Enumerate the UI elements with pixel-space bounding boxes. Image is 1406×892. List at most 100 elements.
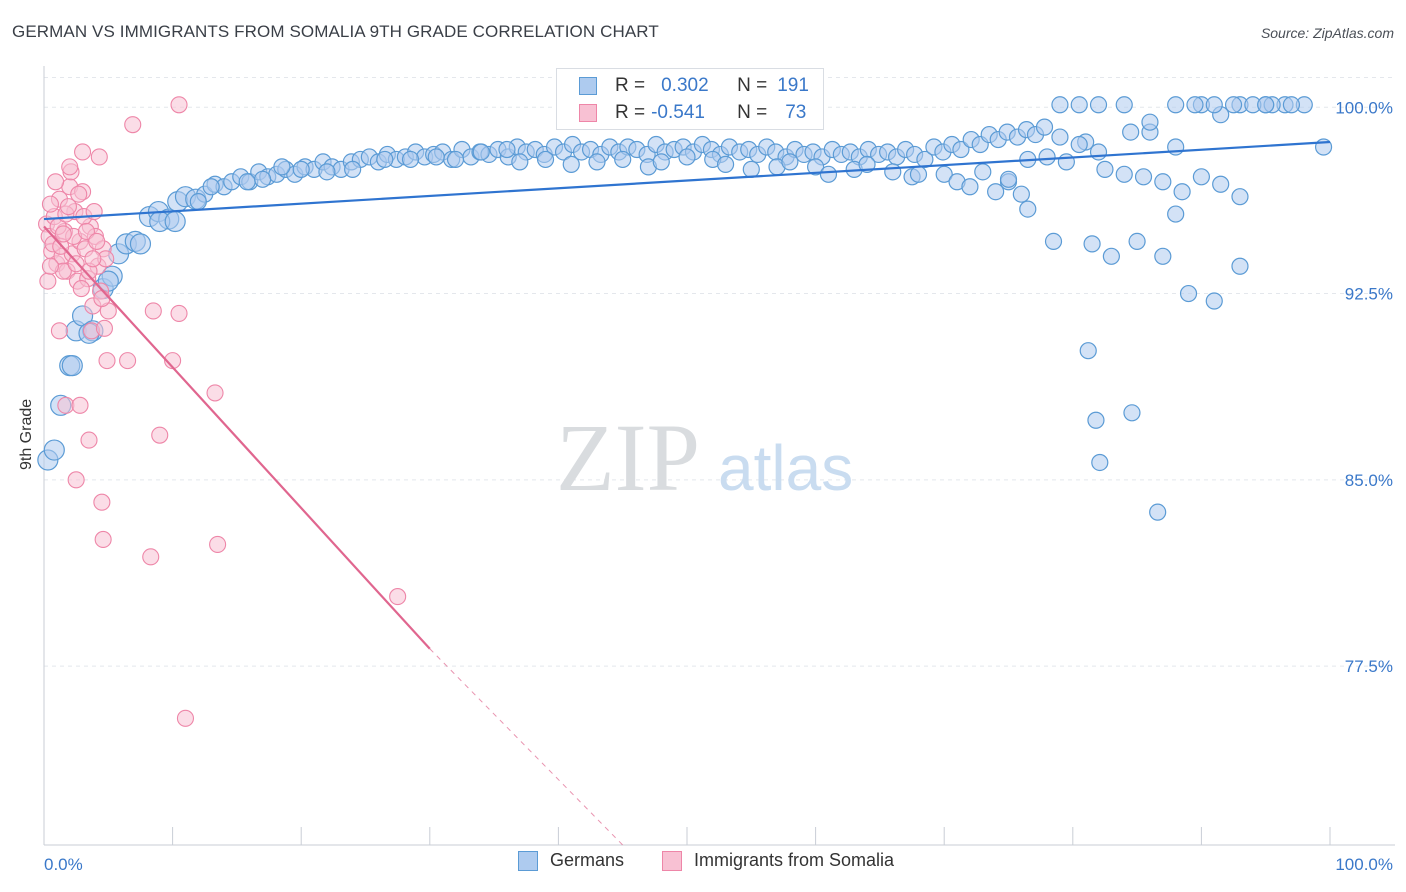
germans-point: [498, 140, 516, 159]
germans-point: [1231, 257, 1249, 275]
somalia-trend-line: [43, 225, 431, 650]
legend-item-germans[interactable]: Germans: [518, 850, 624, 871]
germans-point: [999, 170, 1018, 188]
germans-point: [1091, 453, 1109, 472]
somalia-point: [41, 257, 59, 275]
somalia-point: [67, 255, 85, 273]
n-value: 191: [777, 75, 809, 96]
somalia-point: [61, 158, 79, 176]
germans-point: [974, 163, 992, 181]
germans-point: [1115, 165, 1133, 183]
germans-point: [1141, 113, 1159, 131]
germans-point: [1051, 96, 1069, 114]
germans-point: [1231, 188, 1249, 206]
somalia-point: [176, 709, 195, 727]
somalia-point: [151, 426, 169, 444]
somalia-point: [119, 352, 137, 370]
legend-item-somalia[interactable]: Immigrants from Somalia: [662, 850, 894, 871]
germans-point: [742, 160, 760, 178]
germans-point: [1051, 128, 1069, 146]
germans-point: [1123, 404, 1141, 422]
somalia-point: [74, 143, 92, 161]
germans-point: [164, 210, 186, 233]
germans-point: [987, 183, 1005, 201]
germans-point: [819, 165, 838, 183]
germans-point: [238, 173, 256, 191]
somalia-point: [95, 319, 113, 337]
somalia-point: [93, 289, 111, 308]
somalia-point: [50, 322, 68, 340]
somalia-point: [389, 588, 407, 606]
germans-point: [43, 439, 65, 461]
y-tick-labels: 100.0% 92.5% 85.0% 77.5%: [1335, 98, 1393, 676]
germans-point: [588, 153, 606, 171]
germans-legend-swatch: [518, 850, 538, 871]
y-axis-label: 9th Grade: [18, 398, 35, 470]
germans-point: [427, 148, 445, 166]
germans-point: [952, 140, 970, 159]
somalia-point: [70, 185, 88, 203]
germans-point: [1224, 96, 1243, 114]
y-tick-label: 77.5%: [1345, 657, 1393, 676]
x-tick-label-min: 0.0%: [44, 855, 83, 874]
somalia-point: [170, 96, 188, 114]
y-tick-label: 100.0%: [1335, 98, 1393, 117]
germans-point: [716, 155, 735, 173]
somalia-point: [142, 548, 160, 566]
somalia-point: [71, 396, 89, 414]
germans-point: [1057, 153, 1075, 171]
somalia-point: [59, 198, 77, 216]
somalia-point: [41, 195, 59, 213]
germans-point: [1205, 292, 1223, 310]
germans-point: [536, 150, 555, 169]
n-value: 73: [785, 102, 807, 123]
germans-point: [678, 148, 696, 166]
germans-point: [1019, 200, 1037, 218]
somalia-point: [39, 272, 57, 290]
germans-point: [1070, 135, 1088, 154]
n-key: N =: [737, 102, 768, 123]
somalia-point: [54, 225, 72, 243]
germans-swatch: [579, 77, 597, 95]
somalia-point: [93, 493, 111, 511]
germans-point: [1167, 96, 1185, 114]
r-value: 0.302: [661, 75, 709, 96]
germans-point: [1173, 183, 1191, 201]
germans-point: [1102, 247, 1120, 265]
germans-point: [1083, 235, 1101, 253]
somalia-trend-extension: [429, 648, 624, 846]
germans-point: [1282, 96, 1301, 114]
r-key: R =: [615, 102, 646, 123]
stats-row-somalia: R = -0.541 N = 73: [579, 101, 806, 125]
x-tick-label-max: 100.0%: [1335, 855, 1393, 874]
somalia-point: [94, 530, 112, 549]
germans-point: [1012, 185, 1030, 203]
germans-point: [1096, 160, 1114, 178]
x-tick-labels: 0.0% 100.0%: [44, 855, 1393, 874]
germans-trend-line: [43, 140, 1331, 221]
germans-point: [61, 354, 83, 377]
somalia-point: [80, 431, 98, 449]
germans-point: [884, 163, 902, 181]
germans-point: [909, 165, 928, 183]
somalia-point: [88, 232, 106, 250]
chart-title: GERMAN VS IMMIGRANTS FROM SOMALIA 9TH GR…: [12, 22, 659, 41]
germans-point: [1128, 232, 1146, 250]
germans-point: [1134, 168, 1153, 186]
somalia-point: [90, 148, 108, 166]
germans-point: [1089, 96, 1108, 114]
somalia-point: [144, 302, 162, 320]
germans-point: [1192, 168, 1211, 186]
germans-point: [1044, 232, 1063, 250]
germans-point: [916, 150, 934, 169]
y-tick-label: 85.0%: [1345, 471, 1393, 490]
germans-point: [1154, 247, 1172, 265]
germans-point: [614, 150, 632, 169]
legend-label-somalia: Immigrants from Somalia: [694, 850, 895, 870]
germans-point: [472, 143, 490, 161]
germans-point: [401, 150, 420, 169]
germans-point: [254, 170, 272, 188]
germans-point: [1087, 411, 1105, 429]
germans-point: [344, 160, 362, 178]
